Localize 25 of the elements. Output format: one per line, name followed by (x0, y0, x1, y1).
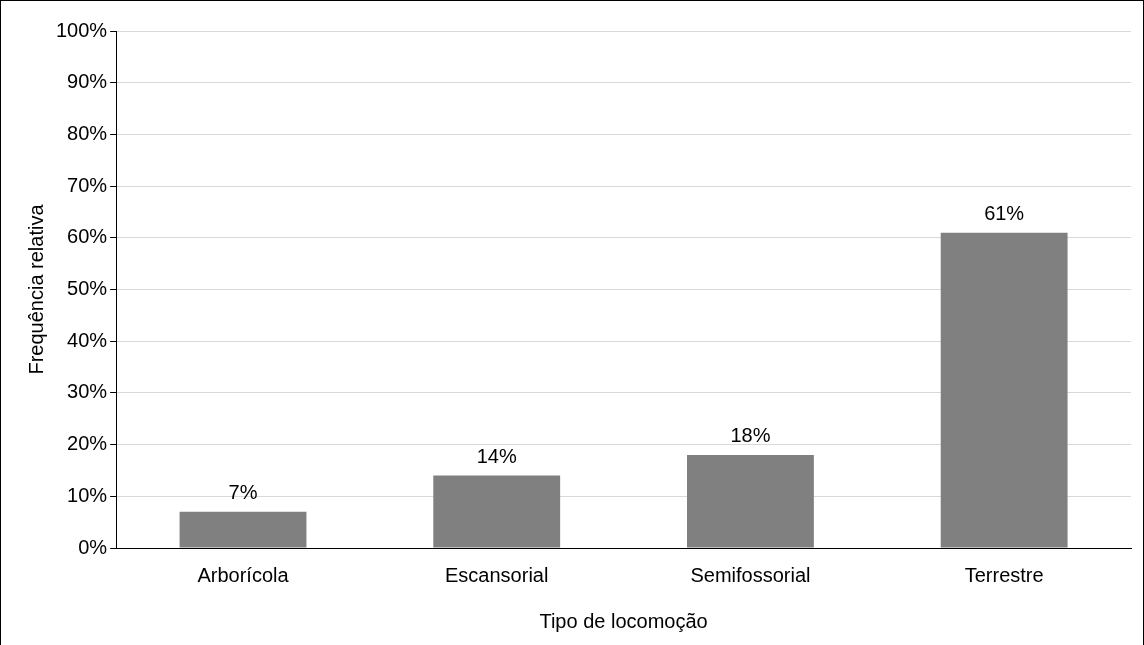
data-label: 14% (476, 445, 517, 468)
y-tick-label: 70% (67, 173, 108, 196)
x-tick-label: Terrestre (964, 563, 1044, 586)
y-tick-label: 50% (67, 277, 108, 300)
bar (940, 232, 1068, 548)
y-tick-label: 20% (67, 432, 108, 455)
y-tick-label: 10% (67, 483, 108, 506)
x-tick-label: Semifossorial (690, 563, 811, 586)
y-tick-label: 40% (67, 328, 108, 351)
data-label: 7% (228, 481, 258, 504)
bar (687, 454, 814, 548)
y-tick-label: 80% (67, 121, 108, 144)
y-tick-label: 100% (56, 18, 108, 41)
x-tick-label: Arborícola (197, 563, 290, 586)
data-label: 61% (984, 202, 1025, 225)
x-axis-title: Tipo de locomoção (539, 609, 708, 632)
y-tick-label: 0% (78, 535, 108, 558)
x-tick-label: Escansorial (445, 563, 549, 586)
bar (179, 511, 307, 548)
data-label: 18% (730, 424, 771, 447)
y-tick-label: 60% (67, 225, 108, 248)
bar (433, 475, 561, 548)
y-tick-label: 30% (67, 380, 108, 403)
y-tick-label: 90% (67, 70, 108, 93)
y-axis-title: Frequência relativa (24, 203, 47, 375)
